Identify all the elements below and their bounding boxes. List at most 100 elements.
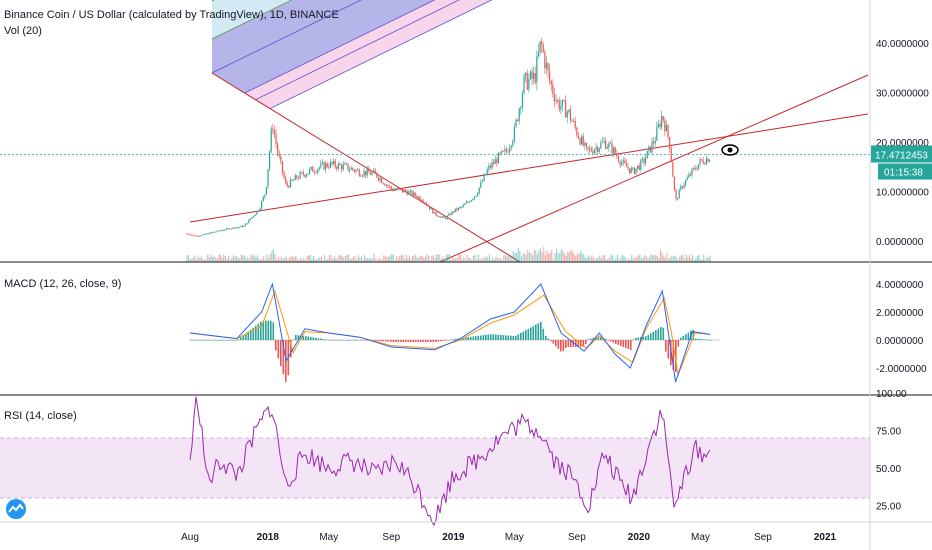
candle-body <box>608 143 610 148</box>
candle-body <box>555 100 557 102</box>
macd-histogram-bar <box>585 340 587 345</box>
candle-body <box>617 156 620 162</box>
volume-bar <box>480 258 482 262</box>
candle-body <box>582 136 584 146</box>
volume-bar <box>332 259 334 262</box>
candle-body <box>499 152 501 154</box>
macd-histogram-bar <box>245 333 247 340</box>
candle-body <box>206 233 208 235</box>
volume-bar <box>388 256 390 262</box>
volume-bar <box>578 253 580 262</box>
pitchfork-line <box>212 0 868 74</box>
candle-body <box>504 149 506 151</box>
candle-body <box>334 160 336 167</box>
macd-histogram-bar <box>610 340 612 342</box>
volume-bar <box>682 254 684 262</box>
volume-bar <box>602 254 604 262</box>
candle-body <box>600 142 602 149</box>
volume-bar <box>500 258 502 262</box>
volume-bar <box>512 251 514 262</box>
candle-body <box>483 174 485 181</box>
candle-body <box>568 109 570 112</box>
volume-bar <box>280 256 282 262</box>
candle-body <box>502 150 504 152</box>
volume-bar <box>397 258 399 262</box>
candle-body <box>685 180 687 185</box>
volume-bar <box>479 259 481 262</box>
volume-bar <box>448 254 450 262</box>
candle-body <box>629 168 631 173</box>
macd-histogram-bar <box>225 340 227 341</box>
macd-histogram-bar <box>425 340 427 342</box>
macd-histogram-bar <box>650 333 652 340</box>
volume-bar <box>701 259 703 262</box>
volume-bar <box>644 254 646 262</box>
candle-body <box>545 63 548 69</box>
candle-body <box>216 231 218 233</box>
volume-bar <box>696 255 698 262</box>
macd-histogram-bar <box>325 339 327 340</box>
macd-histogram-bar <box>412 340 415 342</box>
candle-body <box>557 100 559 102</box>
volume-bar <box>700 259 702 262</box>
candle-body <box>277 144 279 154</box>
rsi-tick-label: 50.00 <box>876 464 901 475</box>
volume-bar <box>612 255 614 262</box>
volume-bar <box>192 257 194 262</box>
volume-bar <box>560 249 562 262</box>
volume-bar <box>536 253 538 262</box>
candle-body <box>590 148 592 152</box>
volume-bar <box>258 258 260 262</box>
price-tick-label: 0.0000000 <box>876 237 924 248</box>
volume-bar <box>429 259 431 262</box>
candle-body <box>665 125 668 132</box>
volume-bar <box>220 254 222 262</box>
volume-bar <box>541 252 543 262</box>
macd-histogram-bar <box>600 336 602 340</box>
candle-body <box>653 141 655 144</box>
volume-bar <box>253 254 255 262</box>
candle-body <box>699 159 701 165</box>
candle-body <box>446 215 448 219</box>
candle-body <box>621 162 623 165</box>
volume-bar <box>261 259 263 262</box>
volume-bar <box>564 253 566 262</box>
volume-bar <box>544 255 546 262</box>
candle-body <box>569 109 572 121</box>
volume-bar <box>284 258 286 262</box>
volume-bar <box>631 255 633 262</box>
volume-bar <box>610 254 612 262</box>
candle-body <box>526 72 528 90</box>
tradingview-logo[interactable] <box>6 499 26 519</box>
volume-bar <box>503 255 505 262</box>
volume-bar <box>402 254 404 262</box>
macd-line <box>189 282 711 383</box>
macd-histogram-bar <box>470 336 472 340</box>
macd-histogram-bar <box>340 340 342 341</box>
candle-body <box>253 215 255 217</box>
candle-body <box>696 169 698 171</box>
volume-bar <box>191 258 193 262</box>
volume-bar <box>373 254 375 262</box>
candle-body <box>640 159 642 170</box>
candle-body <box>635 168 637 174</box>
candle-body <box>397 188 399 190</box>
candle-body <box>440 216 442 218</box>
candle-body <box>325 163 327 170</box>
volume-bar <box>303 257 305 262</box>
candle-body <box>214 231 216 233</box>
time-tick-label: Sep <box>382 532 400 543</box>
candle-body <box>256 211 258 215</box>
candle-body <box>254 214 256 216</box>
macd-histogram-bar <box>242 335 245 340</box>
volume-bar <box>242 255 244 262</box>
candle-body <box>302 172 304 175</box>
volume-bar <box>333 255 335 262</box>
volume-bar <box>432 255 434 262</box>
candle-body <box>560 105 562 110</box>
macd-histogram-bar <box>365 340 367 341</box>
candle-body <box>192 234 194 236</box>
macd-histogram-bar <box>352 340 355 341</box>
